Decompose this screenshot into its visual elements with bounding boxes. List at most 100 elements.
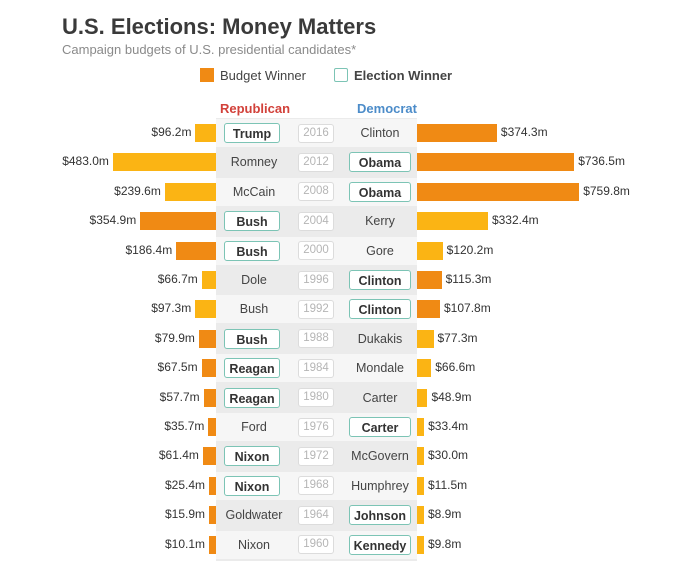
year-label: 2004: [298, 211, 334, 231]
candidate-republican: Ford: [241, 420, 267, 434]
candidate-democrat: Clinton: [349, 299, 411, 320]
value-label-republican: $66.7m: [157, 272, 198, 286]
bar-republican: [201, 359, 216, 378]
candidate-republican: Nixon: [224, 475, 280, 496]
year-label: 2008: [298, 182, 334, 202]
candidate-republican: Trump: [224, 123, 280, 143]
bar-democrat: [417, 182, 580, 201]
bar-democrat: [417, 535, 424, 554]
candidate-democrat: Kennedy: [349, 534, 411, 555]
candidate-republican: Bush: [224, 240, 280, 261]
bar-democrat: [417, 476, 424, 495]
year-label: 1996: [298, 270, 334, 290]
bar-republican: [112, 153, 216, 172]
value-label-republican: $35.7m: [164, 419, 205, 433]
bar-democrat: [417, 153, 575, 172]
candidate-republican: Nixon: [238, 537, 270, 552]
candidate-republican: Bush: [224, 328, 280, 349]
value-label-democrat: $374.3m: [500, 125, 548, 139]
bar-democrat: [417, 447, 424, 466]
candidate-democrat: Johnson: [349, 505, 411, 526]
value-label-republican: $25.4m: [164, 477, 205, 492]
value-label-republican: $186.4m: [125, 242, 173, 257]
value-label-democrat: $30.0m: [428, 448, 469, 463]
column-header-democrat: Democrat: [357, 101, 417, 116]
candidate-democrat: Obama: [349, 181, 411, 202]
value-label-republican: $354.9m: [89, 213, 137, 228]
bar-republican: [195, 300, 216, 319]
year-label: 1976: [298, 417, 334, 437]
year-label: 2000: [298, 241, 334, 261]
candidate-democrat: Kerry: [365, 214, 395, 229]
candidate-republican: Bush: [224, 211, 280, 232]
year-label: 1984: [298, 358, 334, 378]
bar-republican: [195, 124, 216, 142]
legend-label-election-winner: Election Winner: [354, 67, 453, 83]
candidate-democrat: Clinton: [360, 126, 400, 140]
year-label: 1960: [298, 535, 334, 555]
bar-democrat: [417, 212, 488, 231]
value-label-democrat: $736.5m: [578, 154, 625, 169]
candidate-democrat: Obama: [349, 152, 411, 173]
value-label-republican: $57.7m: [159, 389, 200, 404]
value-label-republican: $15.9m: [164, 507, 205, 522]
candidate-republican: Goldwater: [225, 508, 283, 523]
bar-democrat: [417, 388, 428, 407]
candidate-democrat: Humphrey: [351, 478, 409, 493]
year-label: 1968: [298, 476, 334, 496]
value-label-republican: $239.6m: [114, 183, 161, 198]
bar-republican: [198, 329, 216, 348]
candidate-democrat: Carter: [362, 390, 398, 405]
bar-republican: [202, 447, 216, 466]
year-label: 2016: [298, 123, 334, 143]
value-label-democrat: $77.3m: [437, 330, 478, 345]
value-label-democrat: $759.8m: [583, 183, 630, 198]
bar-republican: [176, 241, 216, 260]
bar-republican: [208, 418, 216, 436]
value-label-republican: $67.5m: [157, 360, 198, 375]
year-label: 1988: [298, 329, 334, 349]
column-header-republican: Republican: [219, 101, 291, 116]
value-label-democrat: $120.2m: [446, 242, 494, 257]
value-label-republican: $10.1m: [164, 536, 205, 551]
bar-democrat: [417, 506, 424, 525]
bar-republican: [209, 476, 216, 495]
candidate-republican: Nixon: [224, 446, 280, 467]
candidate-democrat: Dukakis: [357, 331, 403, 346]
bar-democrat: [417, 418, 425, 436]
bar-democrat: [417, 300, 440, 319]
bar-republican: [203, 388, 216, 407]
bar-republican: [209, 506, 216, 525]
value-label-democrat: $115.3m: [445, 272, 492, 286]
chart-subtitle: Campaign budgets of U.S. presidential ca…: [62, 42, 357, 57]
legend-item-election-winner: Election Winner: [334, 66, 452, 84]
legend-swatch-budget-winner: [200, 68, 214, 82]
candidate-democrat: Clinton: [349, 270, 411, 290]
value-label-democrat: $33.4m: [428, 419, 469, 433]
candidate-republican: Romney: [230, 155, 278, 170]
value-label-republican: $96.2m: [151, 125, 192, 139]
candidate-republican: Reagan: [224, 387, 280, 408]
bar-republican: [209, 535, 216, 554]
year-label: 2012: [298, 152, 334, 172]
bar-democrat: [417, 359, 432, 378]
year-label: 1964: [298, 505, 334, 525]
value-label-democrat: $332.4m: [491, 213, 539, 228]
year-label: 1972: [298, 446, 334, 466]
value-label-republican: $79.9m: [154, 330, 195, 345]
year-label: 1980: [298, 388, 334, 408]
legend-swatch-election-winner: [334, 68, 348, 82]
value-label-democrat: $48.9m: [431, 389, 472, 404]
bar-republican: [164, 182, 216, 201]
candidate-republican: Bush: [239, 302, 269, 317]
value-label-democrat: $11.5m: [428, 477, 468, 492]
value-label-democrat: $9.8m: [428, 536, 462, 551]
value-label-republican: $61.4m: [158, 448, 199, 463]
bar-democrat: [417, 271, 442, 289]
candidate-republican: Reagan: [224, 358, 280, 379]
bar-republican: [140, 212, 216, 231]
value-label-democrat: $66.6m: [435, 360, 476, 375]
value-label-democrat: $107.8m: [444, 301, 491, 316]
legend-label-budget-winner: Budget Winner: [220, 67, 306, 83]
bar-democrat: [417, 241, 443, 260]
